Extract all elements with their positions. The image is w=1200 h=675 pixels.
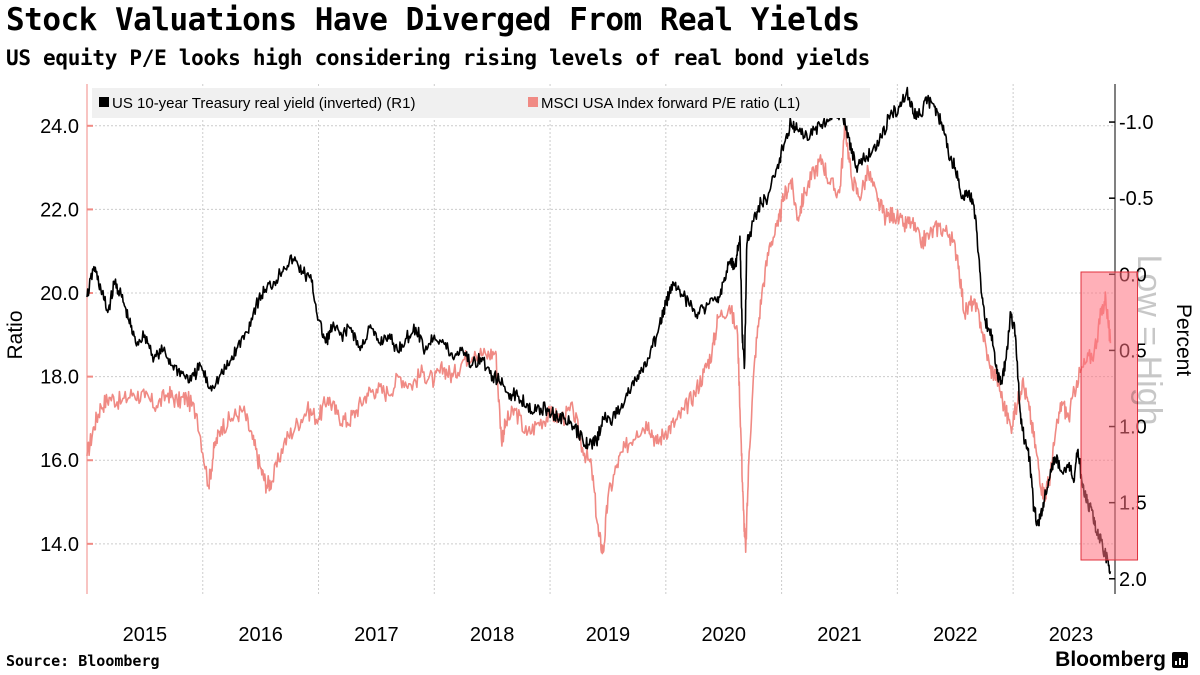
x-axis-tick-label: 2017: [354, 624, 399, 646]
x-axis-tick-label: 2022: [933, 624, 978, 646]
source-note: Source: Bloomberg: [6, 652, 160, 670]
x-axis-tick-label: 2018: [470, 624, 515, 646]
left-axis-tick-label: 24.0: [40, 116, 79, 138]
x-axis-tick-label: 2019: [586, 624, 631, 646]
chart-title: Stock Valuations Have Diverged From Real…: [6, 2, 860, 38]
legend-label-real-yield: US 10-year Treasury real yield (inverted…: [112, 95, 415, 112]
series-line-pe-ratio: [86, 122, 1112, 555]
x-axis: 2015 2016 2017 2018 2019 2020 2021 2022 2023: [123, 624, 1094, 646]
right-axis-tick-label: -1.0: [1119, 112, 1153, 134]
x-axis-tick-label: 2020: [701, 624, 746, 646]
legend-background: [92, 88, 870, 118]
left-axis-tick-label: 14.0: [40, 534, 79, 556]
right-axis-tick-label: -0.5: [1119, 188, 1153, 210]
bloomberg-mark-icon: [1172, 652, 1188, 668]
left-axis-tick-label: 22.0: [40, 199, 79, 221]
left-axis-tick-label: 20.0: [40, 283, 79, 305]
left-axis: 14.0 16.0 18.0 20.0 22.0 24.0: [40, 84, 93, 594]
chart-subtitle: US equity P/E looks high considering ris…: [6, 46, 871, 70]
series-layer: [86, 86, 1112, 575]
x-axis-tick-label: 2016: [238, 624, 283, 646]
legend-label-pe-ratio: MSCI USA Index forward P/E ratio (L1): [541, 95, 800, 112]
left-axis-tick-label: 18.0: [40, 367, 79, 389]
x-axis-tick-label: 2015: [123, 624, 168, 646]
x-axis-tick-label: 2023: [1049, 624, 1094, 646]
legend-item-real-yield: US 10-year Treasury real yield (inverted…: [99, 95, 415, 112]
highlight-layer: [1080, 271, 1139, 561]
y-axis-label-right: Percent: [1172, 304, 1195, 377]
left-axis-tick-label: 16.0: [40, 450, 79, 472]
brand-text: Bloomberg: [1055, 648, 1166, 671]
bloomberg-logo: Bloomberg: [1055, 648, 1188, 672]
legend-item-pe-ratio: MSCI USA Index forward P/E ratio (L1): [528, 95, 800, 112]
highlight-box: [1080, 271, 1139, 561]
y-axis-label-left: Ratio: [4, 310, 27, 359]
legend-swatch-pink: [528, 97, 538, 107]
right-axis-tick-label: 2.0: [1119, 569, 1147, 591]
axis-annotation: Low = High: [1130, 254, 1168, 425]
legend: US 10-year Treasury real yield (inverted…: [92, 88, 870, 118]
x-axis-tick-label: 2021: [817, 624, 862, 646]
legend-swatch-black: [99, 97, 109, 107]
series-line-real-yield: [86, 86, 1112, 575]
